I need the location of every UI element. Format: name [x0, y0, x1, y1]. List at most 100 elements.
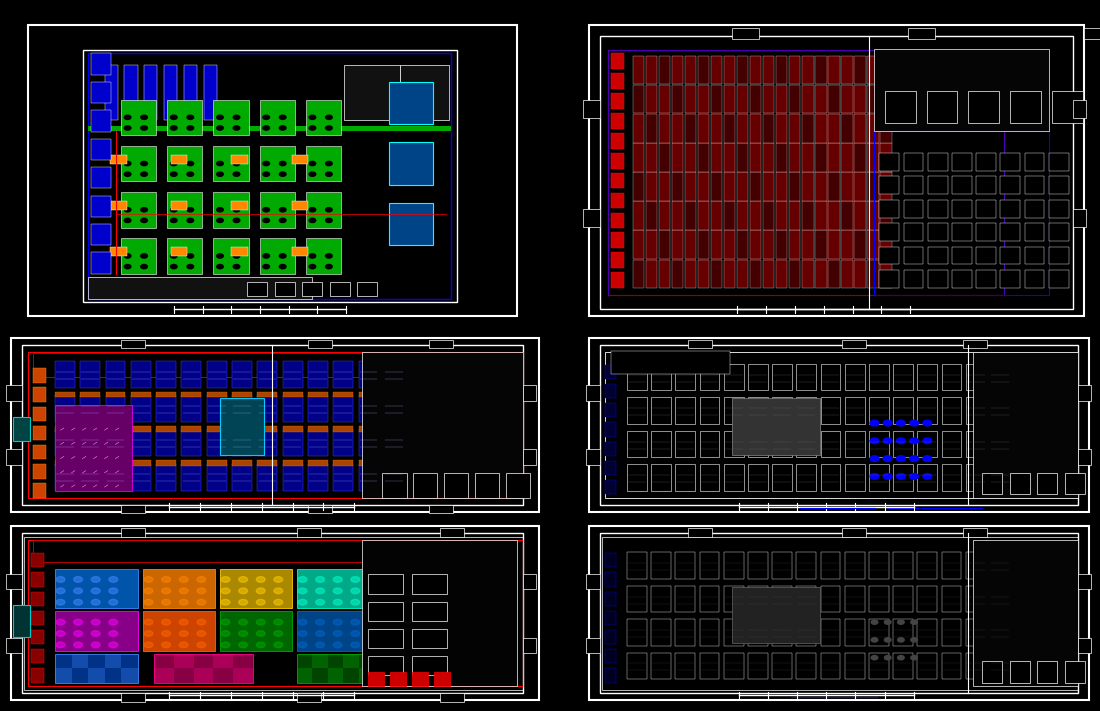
Bar: [821, 653, 840, 679]
Bar: [840, 260, 852, 288]
Bar: [880, 201, 892, 230]
Bar: [990, 619, 1010, 646]
Bar: [605, 352, 1078, 498]
Bar: [308, 429, 328, 456]
Bar: [257, 464, 277, 491]
Bar: [297, 611, 368, 651]
Bar: [605, 553, 616, 567]
Circle shape: [187, 161, 194, 166]
Bar: [659, 260, 670, 288]
Bar: [6, 449, 22, 465]
Bar: [213, 192, 249, 228]
Bar: [610, 113, 624, 129]
Bar: [789, 143, 801, 171]
Bar: [383, 473, 407, 498]
Bar: [627, 586, 647, 612]
Bar: [697, 201, 710, 230]
Circle shape: [197, 577, 206, 582]
Circle shape: [408, 476, 412, 479]
Bar: [982, 473, 1002, 494]
Bar: [232, 426, 252, 432]
Bar: [880, 143, 892, 171]
Bar: [796, 619, 816, 646]
Bar: [306, 238, 341, 274]
Bar: [55, 464, 75, 491]
Bar: [232, 392, 252, 397]
Circle shape: [316, 619, 324, 625]
Bar: [605, 668, 616, 683]
Bar: [976, 176, 996, 194]
Bar: [893, 586, 913, 612]
Bar: [167, 238, 202, 274]
Circle shape: [179, 619, 188, 625]
Bar: [283, 460, 302, 466]
Bar: [88, 668, 104, 683]
Bar: [675, 586, 695, 612]
Circle shape: [233, 254, 240, 258]
Circle shape: [456, 437, 461, 440]
Bar: [632, 230, 645, 259]
Circle shape: [197, 599, 206, 605]
Bar: [748, 364, 768, 390]
Bar: [684, 260, 696, 288]
Bar: [610, 272, 624, 288]
Bar: [854, 143, 866, 171]
Bar: [297, 668, 312, 683]
Circle shape: [170, 254, 177, 258]
Bar: [762, 201, 774, 230]
Bar: [583, 100, 600, 118]
Bar: [610, 153, 624, 169]
Bar: [156, 395, 176, 422]
Bar: [106, 429, 125, 456]
Bar: [31, 668, 44, 683]
Bar: [627, 653, 647, 679]
Bar: [586, 638, 600, 653]
Bar: [840, 172, 852, 201]
Circle shape: [309, 115, 316, 119]
Bar: [367, 672, 384, 686]
Bar: [1052, 91, 1082, 123]
Bar: [893, 431, 913, 457]
Circle shape: [883, 456, 892, 461]
Bar: [684, 201, 696, 230]
Bar: [414, 473, 438, 498]
Bar: [796, 586, 816, 612]
Circle shape: [141, 218, 147, 223]
Bar: [749, 56, 761, 85]
Bar: [106, 464, 125, 491]
Bar: [182, 464, 201, 491]
Bar: [952, 176, 971, 194]
Circle shape: [316, 588, 324, 594]
Bar: [840, 56, 852, 85]
Bar: [367, 656, 403, 675]
Bar: [308, 460, 328, 466]
Bar: [842, 528, 866, 537]
Bar: [605, 630, 616, 644]
Bar: [724, 364, 744, 390]
Bar: [724, 230, 736, 259]
Bar: [762, 260, 774, 288]
Bar: [659, 85, 670, 114]
Bar: [144, 65, 157, 120]
Bar: [384, 392, 404, 397]
Bar: [182, 426, 201, 432]
Circle shape: [170, 115, 177, 119]
Bar: [748, 464, 768, 491]
Circle shape: [326, 172, 332, 176]
Circle shape: [74, 631, 82, 636]
Bar: [610, 53, 624, 69]
Bar: [110, 155, 126, 164]
Circle shape: [316, 642, 324, 648]
Bar: [762, 230, 774, 259]
Bar: [632, 260, 645, 288]
Bar: [700, 653, 719, 679]
Bar: [407, 668, 418, 683]
Circle shape: [416, 476, 420, 479]
Bar: [257, 392, 277, 397]
Bar: [610, 73, 624, 89]
Bar: [13, 605, 30, 637]
Bar: [927, 247, 947, 264]
Bar: [110, 247, 126, 256]
Circle shape: [162, 599, 170, 605]
Circle shape: [279, 254, 286, 258]
